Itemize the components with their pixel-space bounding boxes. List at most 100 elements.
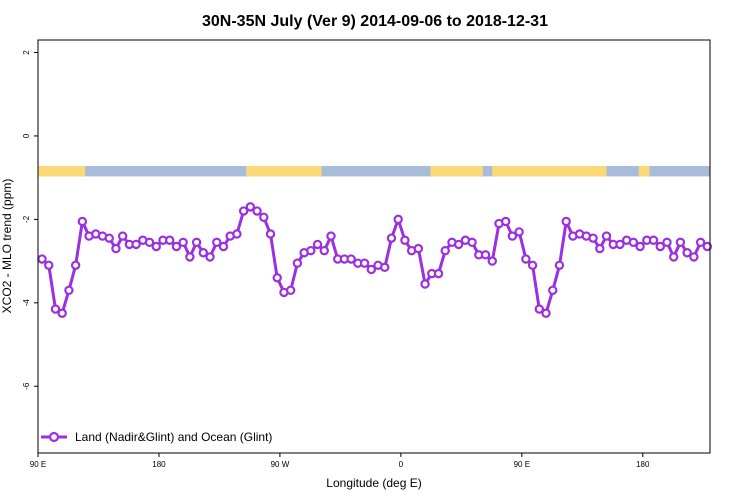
data-point — [695, 237, 706, 248]
data-point — [440, 245, 450, 256]
data-point — [675, 237, 686, 248]
data-point — [232, 229, 242, 239]
data-point — [628, 237, 639, 248]
data-point — [198, 248, 209, 258]
data-point — [635, 241, 645, 252]
data-point — [527, 260, 538, 270]
data-point — [259, 212, 269, 222]
data-point — [393, 214, 403, 225]
y-axis-label: XCO2 - MLO trend (ppm) — [0, 179, 14, 314]
data-point — [37, 254, 47, 264]
data-point — [386, 233, 397, 243]
data-point — [588, 233, 598, 243]
data-point — [413, 243, 424, 254]
data-point — [212, 237, 222, 248]
data-point — [64, 285, 74, 296]
data-point — [346, 254, 356, 264]
series-layer — [37, 202, 713, 318]
data-point — [50, 304, 61, 314]
plot-frame — [37, 39, 711, 454]
data-point — [218, 241, 229, 252]
data-point — [420, 279, 430, 289]
data-point — [433, 268, 444, 279]
data-point — [669, 252, 679, 262]
legend-label: Land (Nadir&Glint) and Ocean (Glint) — [75, 430, 272, 444]
data-point — [319, 245, 329, 256]
land-ocean-band — [38, 165, 710, 177]
x-tick-label: 180 — [152, 460, 166, 469]
data-point — [366, 264, 377, 275]
data-point — [514, 227, 524, 237]
y-tick-label: -4 — [22, 299, 31, 307]
data-point — [171, 241, 182, 252]
data-point — [541, 308, 551, 318]
land-segment — [492, 165, 607, 177]
land-segment — [246, 165, 322, 177]
data-point — [662, 237, 672, 248]
data-point — [272, 273, 282, 283]
data-point — [648, 235, 659, 245]
data-point — [487, 256, 497, 266]
y-tick-label: -6 — [22, 382, 31, 390]
data-point — [144, 237, 155, 248]
data-point — [400, 235, 410, 245]
data-point — [655, 241, 665, 252]
data-point — [326, 231, 336, 241]
data-point — [534, 304, 545, 314]
data-point — [292, 258, 303, 268]
data-point — [245, 202, 256, 212]
x-axis-ticks: 90 E 180 90 W 0 90 E 180 — [30, 453, 650, 469]
data-point — [117, 231, 128, 241]
ocean-band — [38, 165, 710, 177]
data-point — [57, 308, 67, 318]
data-point — [467, 237, 477, 248]
data-point — [252, 206, 262, 216]
data-point — [111, 243, 121, 254]
legend: Land (Nadir&Glint) and Ocean (Glint) — [41, 430, 272, 444]
y-tick-label: 2 — [22, 50, 31, 55]
data-point — [521, 254, 531, 264]
data-point — [359, 258, 370, 268]
data-point — [191, 237, 202, 248]
y-tick-label: 0 — [22, 133, 31, 138]
data-point — [104, 233, 114, 243]
x-tick-label: 90 E — [30, 460, 46, 469]
data-point — [380, 262, 390, 273]
y-axis-ticks: 2 0 -2 -4 -6 — [22, 50, 38, 390]
data-point — [615, 239, 625, 250]
data-point — [151, 241, 161, 252]
data-point — [178, 237, 188, 248]
data-point — [689, 252, 699, 262]
land-segment — [430, 165, 483, 177]
data-point — [554, 260, 565, 270]
data-point — [165, 235, 175, 245]
land-segment — [38, 165, 86, 177]
data-point — [561, 216, 571, 227]
data-point — [601, 231, 612, 241]
x-tick-label: 90 W — [271, 460, 290, 469]
data-point — [77, 216, 88, 227]
x-tick-label: 90 E — [514, 460, 530, 469]
data-point — [238, 206, 249, 216]
data-point — [548, 285, 558, 296]
data-point — [480, 250, 491, 260]
data-point — [285, 285, 296, 296]
chart-title: 30N-35N July (Ver 9) 2014-09-06 to 2018-… — [202, 13, 548, 30]
data-point — [312, 239, 323, 250]
y-tick-label: -2 — [22, 215, 31, 223]
data-point — [595, 243, 605, 254]
data-point — [453, 239, 464, 250]
data-point — [507, 231, 518, 241]
data-point — [702, 241, 713, 252]
data-point — [70, 260, 81, 270]
x-tick-label: 180 — [636, 460, 650, 469]
series-line — [40, 205, 709, 315]
data-point — [265, 229, 276, 239]
data-point — [306, 245, 316, 256]
legend-marker — [48, 431, 60, 443]
data-point — [44, 260, 54, 270]
data-point — [131, 239, 141, 250]
data-point — [501, 216, 511, 227]
data-point — [682, 248, 692, 258]
